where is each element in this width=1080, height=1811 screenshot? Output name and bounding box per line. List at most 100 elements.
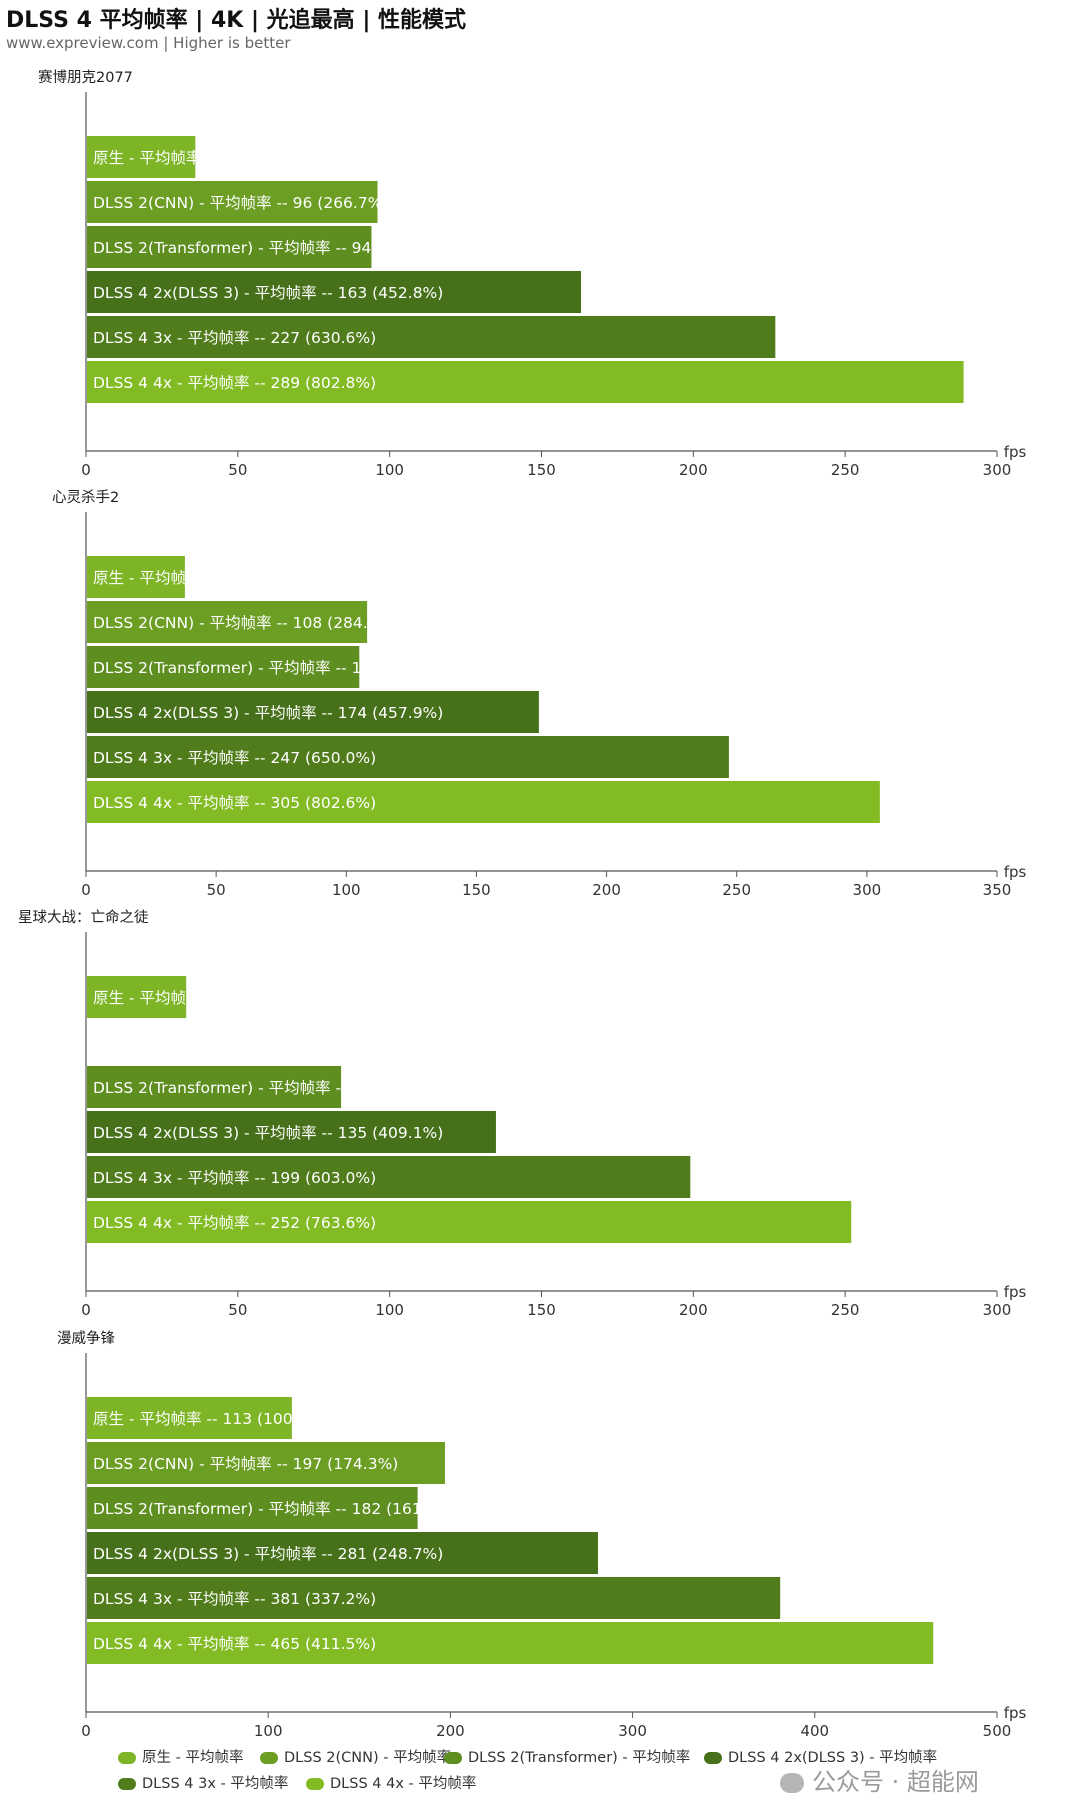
legend-label: DLSS 2(CNN) - 平均帧率 [284, 1750, 452, 1766]
bar-label: 原生 - 平均帧率 -- 33 (100.0%) [93, 989, 318, 1007]
bar [87, 1532, 598, 1574]
x-tick-label: 500 [983, 1722, 1012, 1740]
legend-swatch [306, 1778, 324, 1790]
x-axis-unit: fps [1004, 1283, 1027, 1301]
x-tick-label: 50 [207, 881, 226, 899]
chart-title: 星球大战：亡命之徒 [18, 908, 149, 926]
bar-label: DLSS 4 2x(DLSS 3) - 平均帧率 -- 135 (409.1%) [93, 1124, 443, 1142]
wechat-icon [780, 1773, 804, 1793]
bar [87, 976, 187, 1018]
page-title: DLSS 4 平均帧率 | 4K | 光追最高 | 性能模式 [6, 8, 467, 33]
x-tick-label: 100 [332, 881, 361, 899]
bar-label: DLSS 4 2x(DLSS 3) - 平均帧率 -- 163 (452.8%) [93, 284, 443, 302]
bar [87, 1111, 496, 1153]
chart-title: 漫威争锋 [57, 1329, 115, 1347]
x-tick-label: 150 [527, 461, 556, 479]
bar-label: 原生 - 平均帧率 -- 38 (100.0%) [93, 569, 318, 587]
bar-label: DLSS 2(Transformer) - 平均帧率 -- 182 (161.1… [93, 1500, 457, 1518]
bar [87, 1066, 342, 1108]
watermark: 公众号 · 超能网 [780, 1762, 979, 1797]
legend-item: DLSS 4 3x - 平均帧率 [118, 1772, 288, 1794]
bar-label: DLSS 4 4x - 平均帧率 -- 289 (802.8%) [93, 374, 376, 392]
bar [87, 556, 185, 598]
bar-label: DLSS 4 4x - 平均帧率 -- 465 (411.5%) [93, 1635, 376, 1653]
legend-swatch [118, 1752, 136, 1764]
x-axis-unit: fps [1004, 1704, 1027, 1722]
bar-label: DLSS 4 3x - 平均帧率 -- 381 (337.2%) [93, 1590, 376, 1608]
legend-label: 原生 - 平均帧率 [142, 1750, 244, 1766]
bar [87, 781, 880, 823]
x-tick-label: 0 [81, 1301, 91, 1319]
chart-title: 心灵杀手2 [52, 489, 119, 506]
bar-label: 原生 - 平均帧率 -- 36 (100.0%) [93, 149, 318, 167]
bar-label: DLSS 2(Transformer) - 平均帧率 -- 84 (254.5%… [93, 1079, 447, 1097]
bar-label: DLSS 4 2x(DLSS 3) - 平均帧率 -- 174 (457.9%) [93, 704, 443, 722]
legend-swatch [118, 1778, 136, 1790]
x-tick-label: 400 [800, 1722, 829, 1740]
bar [87, 1487, 418, 1529]
x-tick-label: 300 [983, 1301, 1012, 1319]
legend-label: DLSS 2(Transformer) - 平均帧率 [468, 1750, 691, 1766]
bar [87, 1622, 934, 1664]
bar-label: DLSS 2(CNN) - 平均帧率 -- 96 (266.7%) [93, 194, 388, 212]
x-axis-unit: fps [1004, 443, 1027, 461]
watermark-text: 公众号 · 超能网 [812, 1768, 979, 1796]
legend-swatch [260, 1752, 278, 1764]
bar [87, 601, 368, 643]
bar-label: DLSS 4 3x - 平均帧率 -- 227 (630.6%) [93, 329, 376, 347]
x-tick-label: 250 [831, 461, 860, 479]
bar-label: DLSS 4 2x(DLSS 3) - 平均帧率 -- 281 (248.7%) [93, 1545, 443, 1563]
x-tick-label: 50 [228, 1301, 247, 1319]
bar [87, 1201, 852, 1243]
page-subtitle: www.expreview.com | Higher is better [6, 34, 291, 52]
x-tick-label: 250 [831, 1301, 860, 1319]
legend-item: DLSS 4 4x - 平均帧率 [306, 1772, 476, 1794]
x-tick-label: 350 [983, 881, 1012, 899]
x-tick-label: 0 [81, 881, 91, 899]
bar [87, 316, 776, 358]
legend-item: DLSS 2(Transformer) - 平均帧率 [444, 1746, 690, 1768]
bar-label: 原生 - 平均帧率 -- 113 (100.0%) [93, 1410, 328, 1428]
legend-item: DLSS 4 2x(DLSS 3) - 平均帧率 [704, 1746, 937, 1768]
legend-label: DLSS 4 4x - 平均帧率 [330, 1776, 477, 1792]
x-tick-label: 200 [679, 1301, 708, 1319]
bar [87, 181, 378, 223]
x-tick-label: 100 [375, 1301, 404, 1319]
bar [87, 1397, 292, 1439]
bar-label: DLSS 2(CNN) - 平均帧率 -- 197 (174.3%) [93, 1455, 398, 1473]
legend-label: DLSS 4 2x(DLSS 3) - 平均帧率 [728, 1750, 938, 1766]
x-tick-label: 200 [679, 461, 708, 479]
x-tick-label: 150 [462, 881, 491, 899]
bar-label: DLSS 2(Transformer) - 平均帧率 -- 94 (261.1%… [93, 239, 447, 257]
legend-item: 原生 - 平均帧率 [118, 1746, 243, 1768]
bar-label: DLSS 2(Transformer) - 平均帧率 -- 105 (276.3… [93, 659, 457, 677]
bar-label: DLSS 2(CNN) - 平均帧率 -- 108 (284.2%) [93, 614, 398, 632]
legend-item: DLSS 2(CNN) - 平均帧率 [260, 1746, 451, 1768]
bar [87, 1442, 445, 1484]
bar [87, 1156, 691, 1198]
x-tick-label: 300 [983, 461, 1012, 479]
x-tick-label: 300 [618, 1722, 647, 1740]
chart-title: 赛博朋克2077 [38, 69, 133, 86]
chart-legend: 原生 - 平均帧率 DLSS 2(CNN) - 平均帧率 DLSS 2(Transf… [118, 1746, 1018, 1806]
x-tick-label: 250 [722, 881, 751, 899]
legend-swatch [704, 1752, 722, 1764]
bar [87, 271, 581, 313]
legend-label: DLSS 4 3x - 平均帧率 [142, 1776, 289, 1792]
x-tick-label: 200 [592, 881, 621, 899]
x-tick-label: 0 [81, 1722, 91, 1740]
bar-label: DLSS 4 4x - 平均帧率 -- 252 (763.6%) [93, 1214, 376, 1232]
bar [87, 136, 196, 178]
x-tick-label: 300 [853, 881, 882, 899]
legend-swatch [444, 1752, 462, 1764]
bar [87, 646, 360, 688]
x-tick-label: 0 [81, 461, 91, 479]
bar-label: DLSS 4 4x - 平均帧率 -- 305 (802.6%) [93, 794, 376, 812]
bar [87, 691, 539, 733]
x-tick-label: 100 [375, 461, 404, 479]
bar [87, 736, 729, 778]
bar-label: DLSS 4 3x - 平均帧率 -- 199 (603.0%) [93, 1169, 376, 1187]
x-tick-label: 50 [228, 461, 247, 479]
